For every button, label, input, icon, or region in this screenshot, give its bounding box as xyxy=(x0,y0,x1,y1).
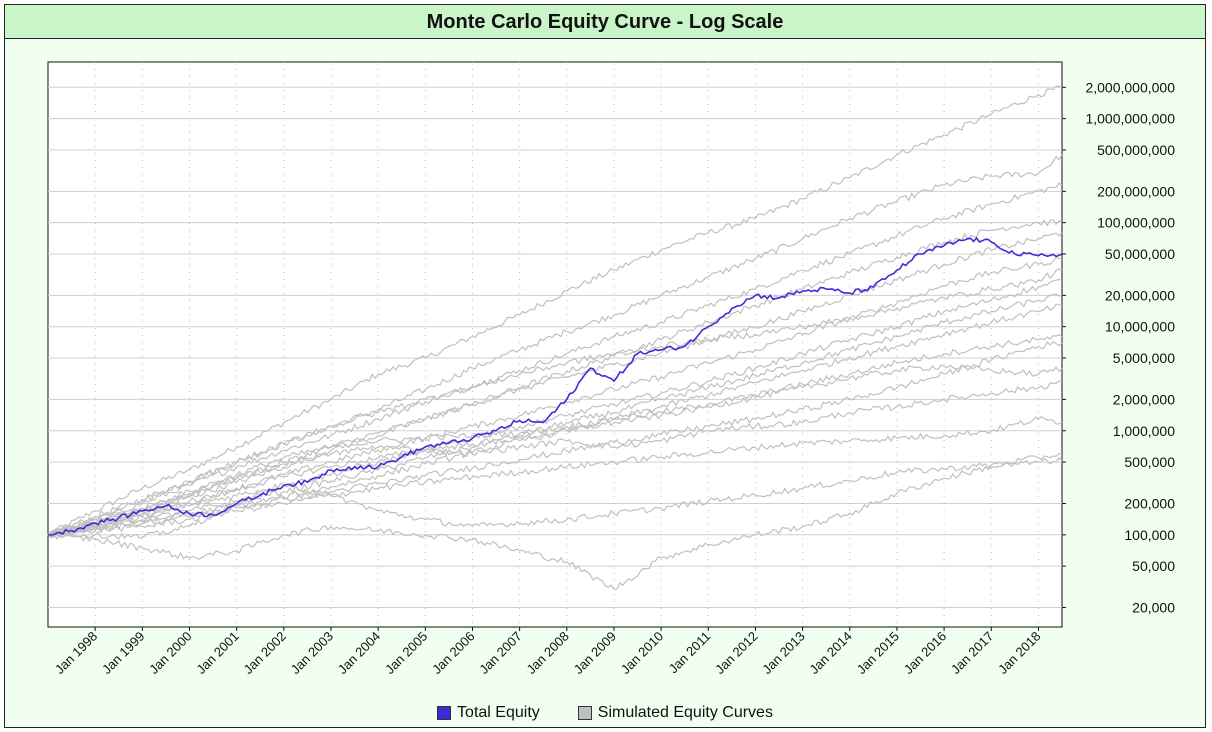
y-tick-label: 5,000,000 xyxy=(1113,350,1175,366)
y-tick-label: 100,000,000 xyxy=(1097,215,1175,231)
simulated-curve xyxy=(47,457,1063,590)
x-tick-label: Jan 1999 xyxy=(99,629,147,677)
simulated-curve xyxy=(47,303,1063,538)
x-tick-label: Jan 2018 xyxy=(995,629,1043,677)
legend-swatch-total-equity xyxy=(437,706,452,720)
x-tick-label: Jan 2007 xyxy=(476,629,524,677)
y-tick-label: 500,000 xyxy=(1124,454,1175,470)
y-tick-label: 1,000,000 xyxy=(1113,423,1175,439)
y-tick-label: 200,000,000 xyxy=(1097,183,1175,199)
simulated-curve xyxy=(47,293,1063,538)
y-axis-ticks: 20,000 50,000 100,000 200,000 500,000 1,000,0… xyxy=(1062,79,1175,616)
x-tick-label: Jan 2003 xyxy=(288,629,336,677)
simulated-curve xyxy=(47,341,1063,536)
simulated-curve xyxy=(47,278,1063,538)
x-tick-label: Jan 2005 xyxy=(382,629,430,677)
y-tick-label: 200,000 xyxy=(1124,495,1175,511)
y-tick-label: 50,000,000 xyxy=(1105,246,1175,262)
x-tick-label: Jan 2016 xyxy=(901,629,949,677)
simulated-curve xyxy=(47,85,1063,536)
plot-area xyxy=(47,61,1063,628)
legend-swatch-simulated-curves xyxy=(577,706,592,720)
total-equity-line xyxy=(47,236,1063,536)
y-tick-label: 100,000 xyxy=(1124,527,1175,543)
y-tick-label: 1,000,000,000 xyxy=(1085,111,1175,127)
x-tick-label: Jan 2004 xyxy=(335,629,383,677)
legend: Total Equity Simulated Equity Curves xyxy=(5,702,1205,724)
y-tick-label: 50,000 xyxy=(1132,558,1175,574)
y-tick-label: 20,000,000 xyxy=(1105,287,1175,303)
x-tick-label: Jan 2006 xyxy=(429,629,477,677)
legend-item-simulated-curves[interactable]: Simulated Equity Curves xyxy=(577,704,773,722)
y-tick-label: 2,000,000,000 xyxy=(1085,79,1175,95)
y-tick-label: 10,000,000 xyxy=(1105,319,1175,335)
legend-label-simulated-curves: Simulated Equity Curves xyxy=(597,704,773,721)
x-tick-label: Jan 2010 xyxy=(618,629,666,677)
x-tick-label: Jan 2009 xyxy=(571,629,619,677)
x-tick-label: Jan 1998 xyxy=(52,629,100,677)
grid-layer xyxy=(48,62,1062,627)
simulated-curve xyxy=(47,364,1063,536)
x-tick-label: Jan 2011 xyxy=(666,629,714,677)
y-tick-label: 500,000,000 xyxy=(1097,142,1175,158)
simulated-curve xyxy=(47,334,1063,536)
x-tick-label: Jan 2000 xyxy=(146,629,194,677)
x-tick-label: Jan 2002 xyxy=(240,629,288,677)
legend-item-total-equity[interactable]: Total Equity xyxy=(437,704,540,722)
simulated-curve xyxy=(47,380,1063,537)
y-tick-label: 2,000,000 xyxy=(1113,391,1175,407)
x-tick-label: Jan 2012 xyxy=(712,629,760,677)
x-tick-label: Jan 2001 xyxy=(193,629,241,677)
chart-panel: Monte Carlo Equity Curve - Log Scale 20,… xyxy=(4,4,1206,728)
y-tick-label: 20,000 xyxy=(1132,600,1175,616)
simulated-curve xyxy=(47,219,1063,536)
x-tick-label: Jan 2017 xyxy=(948,629,996,677)
x-tick-label: Jan 2008 xyxy=(523,629,571,677)
x-tick-label: Jan 2015 xyxy=(854,629,902,677)
total-equity-layer xyxy=(47,236,1063,536)
chart-title: Monte Carlo Equity Curve - Log Scale xyxy=(5,5,1205,39)
simulated-curve xyxy=(47,182,1063,536)
simulated-curve xyxy=(47,268,1063,536)
simulated-curves-layer xyxy=(47,85,1063,590)
simulated-curve xyxy=(47,452,1063,540)
simulated-curve xyxy=(47,257,1063,537)
legend-label-total-equity: Total Equity xyxy=(457,704,540,721)
simulated-curve xyxy=(47,154,1063,536)
x-tick-label: Jan 2014 xyxy=(806,629,854,677)
x-tick-label: Jan 2013 xyxy=(759,629,807,677)
chart-svg: 20,000 50,000 100,000 200,000 500,000 1,000,0… xyxy=(47,61,1175,677)
